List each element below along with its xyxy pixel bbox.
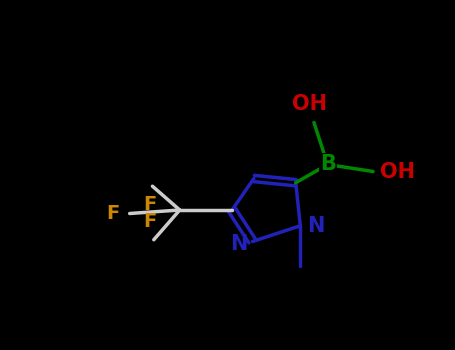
Text: N: N <box>230 234 247 254</box>
Text: B: B <box>320 154 335 175</box>
Text: N: N <box>308 216 325 236</box>
Text: F: F <box>143 195 157 214</box>
Text: F: F <box>143 212 157 231</box>
Text: OH: OH <box>380 161 415 182</box>
Text: F: F <box>106 204 120 223</box>
Text: OH: OH <box>292 94 327 114</box>
